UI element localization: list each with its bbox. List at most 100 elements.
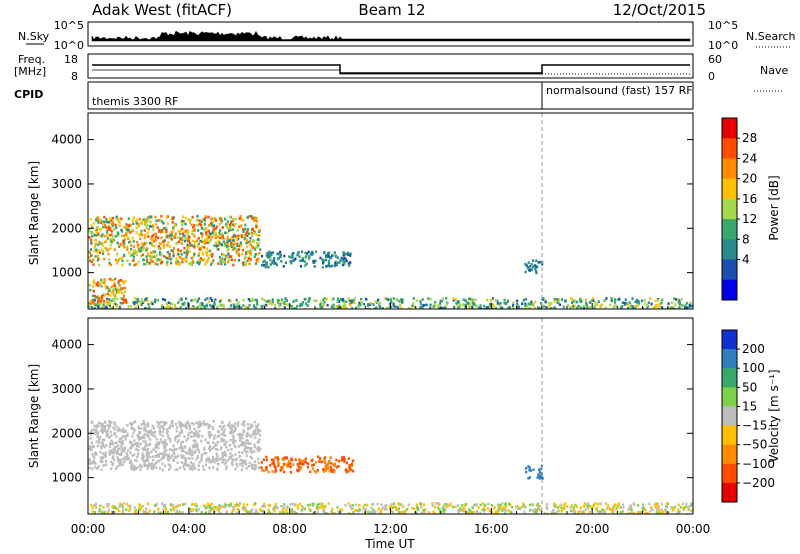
echo-cell — [130, 462, 133, 465]
echo-cell — [145, 263, 148, 266]
echo-cell — [539, 302, 543, 305]
echo-cell — [142, 504, 145, 508]
echo-cell — [212, 228, 215, 231]
echo-cell — [546, 512, 549, 514]
echo-cell — [341, 456, 344, 459]
echo-cell — [208, 240, 211, 244]
echo-cell — [166, 243, 169, 247]
freq-label-2: [MHz] — [14, 65, 46, 78]
echo-cell — [181, 511, 184, 514]
echo-cell — [145, 429, 148, 433]
echo-cell — [421, 304, 424, 307]
echo-cell — [164, 449, 167, 452]
echo-cell — [168, 252, 171, 256]
echo-cell — [90, 241, 93, 245]
echo-cell — [496, 511, 499, 514]
echo-cell — [197, 236, 200, 240]
echo-cell — [548, 305, 551, 308]
echo-cell — [608, 506, 611, 510]
echo-cell — [206, 237, 209, 240]
echo-cell — [512, 307, 515, 309]
echo-cell — [105, 431, 108, 435]
echo-cell — [191, 457, 194, 460]
echo-cell — [494, 307, 498, 309]
echo-cell — [331, 512, 334, 514]
echo-cell — [165, 228, 168, 232]
echo-cell — [265, 265, 268, 268]
echo-cell — [322, 261, 325, 265]
echo-cell — [422, 503, 426, 506]
echo-cell — [103, 234, 106, 238]
echo-cell — [247, 306, 250, 309]
echo-cell — [163, 451, 166, 455]
echo-cell — [178, 424, 181, 427]
echo-cell — [308, 255, 311, 258]
echo-cell — [108, 436, 111, 439]
echo-cell — [596, 510, 599, 513]
echo-cell — [169, 508, 173, 512]
echo-cell — [245, 232, 248, 235]
echo-cell — [339, 298, 343, 301]
echo-cell — [679, 506, 682, 509]
echo-cell — [106, 232, 109, 236]
echo-cell — [106, 228, 109, 231]
echo-cell — [130, 247, 133, 251]
echo-cell — [159, 247, 162, 250]
echo-cell — [298, 461, 301, 465]
echo-cell — [154, 255, 157, 259]
echo-cell — [327, 259, 330, 263]
echo-cell — [232, 248, 235, 251]
echo-cell — [98, 441, 101, 445]
echo-cell — [254, 502, 257, 505]
echo-cell — [108, 445, 112, 448]
echo-cell — [615, 506, 618, 510]
echo-cell — [130, 229, 133, 232]
echo-cell — [100, 280, 103, 284]
echo-cell — [226, 237, 229, 241]
echo-cell — [202, 420, 205, 424]
echo-cell — [545, 503, 549, 506]
echo-cell — [270, 512, 274, 514]
echo-cell — [210, 433, 213, 437]
echo-cell — [205, 227, 208, 230]
echo-cell — [95, 283, 98, 287]
echo-cell — [94, 303, 97, 306]
echo-cell — [165, 421, 168, 425]
x-tick-label: 20:00 — [575, 522, 610, 536]
echo-cell — [529, 469, 532, 472]
echo-cell — [115, 445, 118, 449]
echo-cell — [497, 509, 500, 512]
echo-cell — [146, 430, 149, 434]
echo-cell — [116, 297, 119, 301]
echo-cell — [227, 458, 230, 462]
echo-cell — [238, 304, 241, 308]
echo-cell — [347, 502, 350, 505]
echo-cell — [249, 442, 252, 445]
echo-cell — [121, 503, 124, 507]
echo-cell — [462, 298, 465, 301]
echo-cell — [545, 306, 548, 309]
echo-cell — [115, 424, 118, 428]
echo-cell — [296, 304, 299, 308]
echo-cell — [152, 427, 155, 430]
echo-cell — [237, 259, 241, 262]
echo-cell — [125, 226, 128, 229]
echo-cell — [113, 427, 116, 431]
echo-cell — [229, 215, 232, 218]
echo-cell — [257, 252, 260, 256]
echo-cell — [118, 509, 121, 513]
echo-cell — [244, 506, 247, 510]
echo-cell — [336, 297, 339, 300]
echo-cell — [213, 434, 216, 437]
echo-cell — [305, 254, 308, 258]
echo-cell — [127, 227, 130, 230]
echo-cell — [445, 303, 448, 306]
echo-cell — [600, 510, 603, 514]
echo-cell — [110, 442, 113, 446]
echo-cell — [118, 245, 121, 248]
echo-cell — [212, 446, 215, 449]
echo-cell — [184, 446, 187, 449]
echo-cell — [558, 303, 561, 306]
echo-cell — [586, 507, 589, 510]
echo-cell — [104, 451, 107, 455]
